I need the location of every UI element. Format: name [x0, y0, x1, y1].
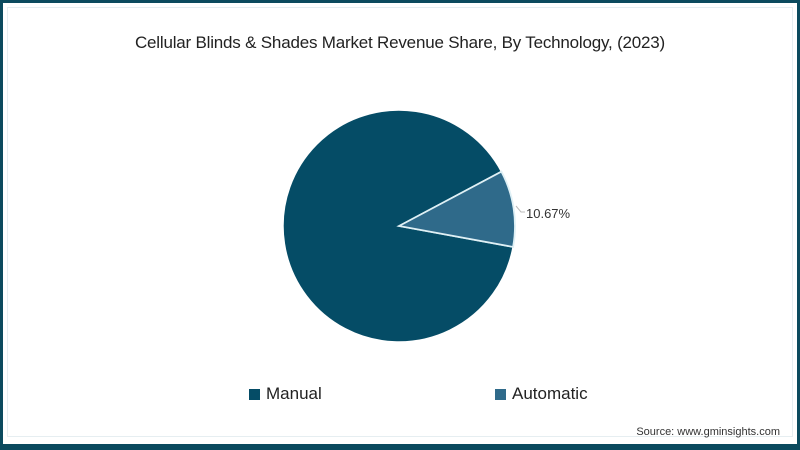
legend-item-manual[interactable]: Manual [249, 384, 322, 404]
chart-title: Cellular Blinds & Shades Market Revenue … [134, 33, 666, 52]
legend-label-manual: Manual [266, 384, 322, 403]
legend-item-automatic[interactable]: Automatic [495, 384, 588, 404]
legend-swatch-manual [249, 388, 260, 400]
legend: Manual Automatic [0, 384, 800, 408]
legend-swatch-automatic [495, 388, 506, 400]
inner-border [7, 7, 793, 437]
source-note: Source: www.gminsights.com [636, 426, 780, 438]
leader-line [515, 205, 525, 213]
pie-slice-automatic[interactable] [396, 170, 516, 248]
legend-label-automatic: Automatic [512, 384, 588, 403]
data-label-automatic: 10.67% [526, 206, 571, 221]
